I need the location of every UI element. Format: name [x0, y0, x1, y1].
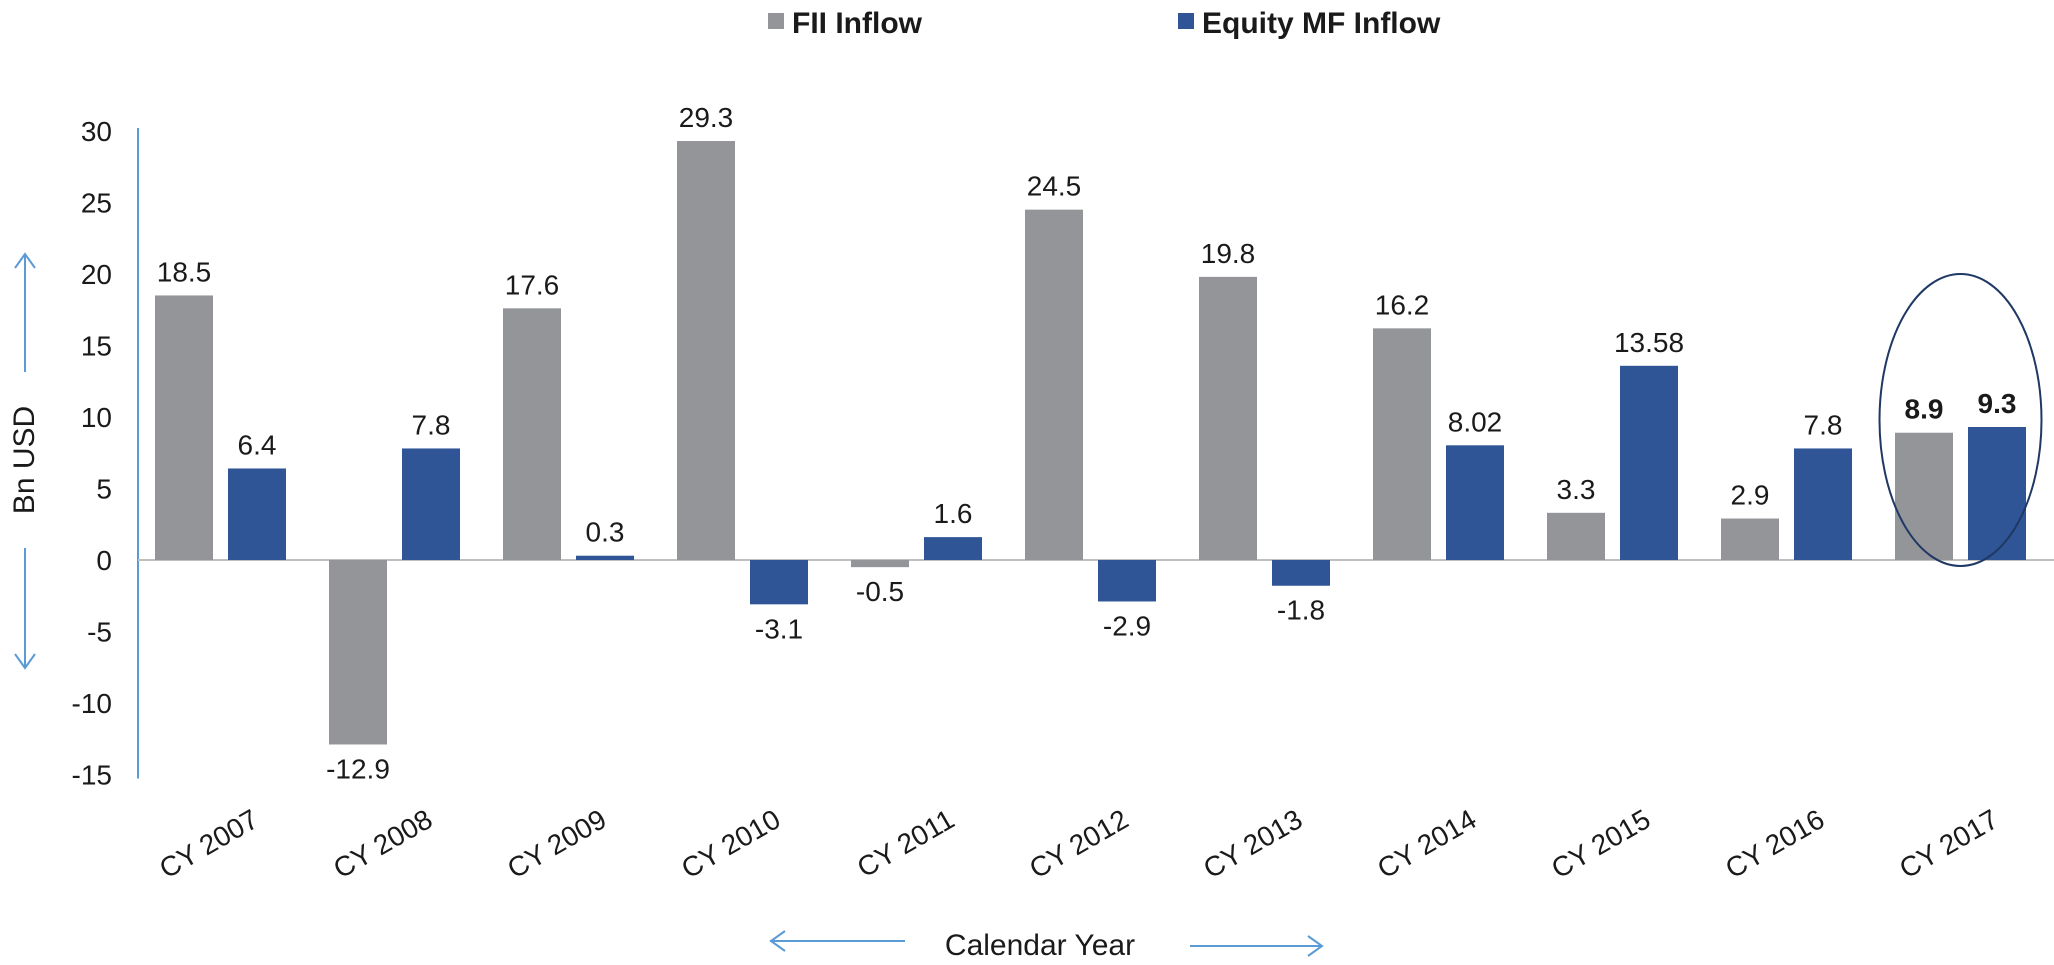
equity-mf-inflow-bar — [1620, 365, 1678, 560]
legend-equity-mf-inflow-swatch — [1178, 13, 1194, 29]
x-axis-title: Calendar Year — [945, 929, 1135, 960]
data-label: 29.3 — [679, 102, 734, 133]
x-tick-label: CY 2011 — [852, 803, 960, 883]
x-tick-label: CY 2008 — [328, 803, 437, 884]
x-tick-label: CY 2007 — [154, 803, 263, 884]
equity-mf-inflow-bar — [924, 537, 982, 560]
data-label: 7.8 — [412, 409, 451, 440]
data-label: -0.5 — [856, 576, 904, 607]
legend-fii-inflow-label: FII Inflow — [792, 7, 923, 40]
fii-inflow-bar — [851, 560, 909, 568]
y-axis-arrowhead-up — [14, 252, 36, 269]
data-label: 19.8 — [1201, 238, 1256, 269]
equity-mf-inflow-bar — [1446, 445, 1504, 560]
legend-equity-mf-inflow-label: Equity MF Inflow — [1202, 7, 1441, 40]
fii-inflow-bar — [1199, 276, 1257, 560]
equity-mf-inflow-bar — [1098, 560, 1156, 602]
data-label: 3.3 — [1557, 474, 1596, 505]
x-tick-label: CY 2016 — [1720, 803, 1829, 884]
highlight-ellipse — [1878, 273, 2043, 567]
fii-inflow-bar — [677, 141, 735, 560]
x-axis-arrowhead-right — [1307, 935, 1324, 957]
data-label: -12.9 — [326, 753, 390, 784]
data-label: 6.4 — [238, 429, 277, 460]
equity-mf-inflow-bar — [750, 560, 808, 605]
data-label: 7.8 — [1804, 409, 1843, 440]
equity-mf-inflow-bar — [402, 448, 460, 560]
data-label: 8.02 — [1448, 406, 1503, 437]
data-label: 13.58 — [1614, 327, 1684, 358]
equity-mf-inflow-bar — [1968, 427, 2026, 560]
data-label: 9.3 — [1978, 388, 2017, 419]
data-label: 16.2 — [1375, 289, 1430, 320]
data-label: 18.5 — [157, 256, 212, 287]
data-label: 0.3 — [586, 517, 625, 548]
data-label: 17.6 — [505, 269, 560, 300]
y-tick-label: 15 — [81, 331, 112, 362]
x-tick-label: CY 2017 — [1894, 803, 2003, 884]
fii-inflow-bar — [503, 308, 561, 560]
y-tick-label: 20 — [81, 259, 112, 290]
y-tick-label: 10 — [81, 402, 112, 433]
data-label: -2.9 — [1103, 610, 1151, 641]
y-axis-title: Bn USD — [8, 406, 41, 514]
fii-inflow-bar — [329, 560, 387, 745]
data-label: -3.1 — [755, 613, 803, 644]
x-axis-arrowhead-left — [769, 930, 786, 952]
equity-mf-inflow-bar — [1794, 448, 1852, 560]
data-label: -1.8 — [1277, 595, 1325, 626]
equity-mf-inflow-bar — [228, 468, 286, 560]
fii-inflow-bar — [1547, 512, 1605, 560]
y-tick-label: 30 — [81, 116, 112, 147]
fii-inflow-bar — [1373, 328, 1431, 560]
data-label: 2.9 — [1731, 480, 1770, 511]
x-tick-label: CY 2012 — [1024, 803, 1133, 884]
y-tick-label: 25 — [81, 188, 112, 219]
y-tick-label: -10 — [72, 688, 112, 719]
fii-inflow-bar — [1895, 432, 1953, 560]
x-tick-label: CY 2010 — [676, 803, 785, 884]
data-label: 1.6 — [934, 498, 973, 529]
fii-inflow-bar — [1721, 518, 1779, 560]
y-tick-label: 5 — [96, 474, 112, 505]
y-tick-label: -15 — [72, 760, 112, 791]
y-axis-arrowhead-down — [14, 653, 36, 670]
data-label: 8.9 — [1905, 394, 1944, 425]
fii-inflow-bar — [1025, 209, 1083, 560]
legend-fii-inflow-swatch — [768, 13, 784, 29]
y-tick-label: -5 — [87, 617, 112, 648]
data-label: 24.5 — [1027, 171, 1082, 202]
x-tick-label: CY 2014 — [1372, 803, 1481, 884]
equity-mf-inflow-bar — [1272, 560, 1330, 586]
fii-inflow-bar — [155, 295, 213, 560]
x-tick-label: CY 2015 — [1546, 803, 1655, 884]
y-tick-label: 0 — [96, 545, 112, 576]
equity-mf-inflow-bar — [576, 555, 634, 560]
x-tick-label: CY 2009 — [502, 803, 611, 884]
x-tick-label: CY 2013 — [1198, 803, 1307, 884]
